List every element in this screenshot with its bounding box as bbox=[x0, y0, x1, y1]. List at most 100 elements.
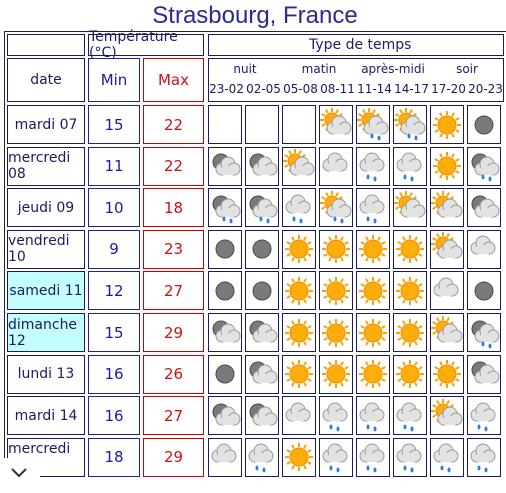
sun bbox=[289, 239, 309, 259]
cloud-part bbox=[366, 411, 378, 421]
weather-icon bbox=[211, 443, 237, 463]
weather-cell bbox=[430, 437, 464, 477]
cloud-part bbox=[222, 332, 234, 342]
sun-ray bbox=[409, 191, 413, 197]
weather-cell bbox=[356, 396, 390, 436]
sun-ray bbox=[291, 361, 295, 366]
cloud-part bbox=[333, 124, 345, 134]
sun-ray bbox=[381, 324, 386, 329]
weather-icon bbox=[396, 443, 422, 473]
rain-drop bbox=[410, 467, 414, 473]
weather-icon bbox=[320, 107, 352, 134]
sun-ray bbox=[418, 336, 423, 341]
weather-cell bbox=[282, 354, 316, 394]
sun-ray bbox=[340, 382, 344, 387]
sun-ray bbox=[397, 324, 402, 329]
sun-ray bbox=[451, 174, 455, 179]
sun-ray bbox=[395, 122, 400, 127]
date-cell: mercredi 15 bbox=[7, 437, 85, 477]
sun-ray bbox=[377, 319, 381, 325]
weather-icon bbox=[394, 190, 426, 218]
weather-icon bbox=[396, 152, 422, 182]
sun-ray bbox=[344, 324, 349, 329]
sun-ray bbox=[434, 158, 439, 162]
weather-cell bbox=[430, 146, 464, 186]
sun-ray bbox=[414, 361, 418, 366]
rain-drop bbox=[329, 465, 333, 471]
rain-drop bbox=[299, 218, 303, 224]
sun-ray bbox=[439, 132, 443, 138]
weather-icon bbox=[215, 239, 235, 259]
weather-icon bbox=[470, 235, 496, 255]
sun bbox=[289, 364, 309, 384]
sun-ray bbox=[335, 191, 339, 197]
sun-ray bbox=[451, 153, 455, 158]
weather-cell bbox=[319, 354, 353, 394]
sun-ray bbox=[323, 336, 328, 341]
weather-cell bbox=[467, 105, 501, 144]
sun-ray bbox=[409, 108, 413, 114]
time-range: 11-14 bbox=[357, 82, 392, 96]
weather-icon bbox=[431, 315, 463, 342]
max-temp: 27 bbox=[143, 396, 204, 436]
sun-ray bbox=[432, 195, 437, 200]
rain-drop bbox=[481, 174, 485, 180]
column-header: Max bbox=[143, 58, 204, 102]
sun-ray bbox=[323, 295, 328, 299]
rain-drop bbox=[222, 216, 226, 222]
sun-ray bbox=[291, 299, 295, 304]
cloud-part bbox=[440, 286, 452, 296]
weather-cell bbox=[393, 313, 427, 352]
sun-ray bbox=[286, 253, 291, 258]
cloud-part bbox=[222, 207, 234, 217]
weather-cell bbox=[393, 105, 427, 144]
sun-ray bbox=[291, 340, 295, 346]
weather-cell bbox=[467, 146, 501, 186]
sun-ray bbox=[284, 164, 289, 168]
weather-icon bbox=[359, 402, 385, 432]
sun-ray bbox=[418, 253, 423, 258]
weather-cell bbox=[467, 354, 501, 394]
rain-drop bbox=[488, 343, 492, 348]
weather-cell bbox=[282, 229, 316, 269]
weather-icon bbox=[470, 443, 496, 473]
weather-cell bbox=[430, 188, 464, 228]
weather-icon bbox=[215, 364, 235, 384]
cloud-part bbox=[292, 203, 304, 213]
sun-ray bbox=[340, 278, 344, 283]
sun-ray bbox=[365, 319, 369, 325]
sun-ray bbox=[432, 403, 437, 408]
weather-cell bbox=[319, 229, 353, 269]
cloud-part bbox=[444, 207, 456, 217]
weather-icon bbox=[396, 276, 424, 305]
rain-drop bbox=[373, 467, 377, 473]
cloud-part bbox=[444, 415, 456, 425]
sun-ray bbox=[381, 253, 386, 258]
scroll-down-button[interactable] bbox=[0, 458, 40, 489]
sun-ray bbox=[303, 278, 307, 283]
sun-ray bbox=[455, 158, 460, 162]
max-temp: 22 bbox=[143, 105, 204, 144]
weather-icon bbox=[249, 403, 278, 426]
sun-ray bbox=[344, 378, 349, 382]
weather-cell bbox=[319, 313, 353, 352]
weather-cell bbox=[430, 229, 464, 269]
sun-ray bbox=[414, 278, 418, 283]
sun-ray bbox=[377, 236, 381, 242]
weather-cell bbox=[430, 396, 464, 436]
sun-ray bbox=[307, 449, 312, 454]
rain-drop bbox=[229, 218, 233, 224]
sun-ray bbox=[402, 257, 406, 262]
weather-icon bbox=[212, 153, 241, 176]
cloud-part bbox=[370, 124, 382, 134]
sun-ray bbox=[286, 241, 291, 246]
sun-ray bbox=[303, 465, 307, 470]
weather-icon bbox=[396, 235, 424, 264]
rain-drop bbox=[336, 467, 340, 473]
sun-ray bbox=[328, 319, 332, 325]
cloud-part bbox=[259, 207, 271, 217]
column-header: date bbox=[7, 58, 85, 102]
rain-drop bbox=[292, 216, 296, 222]
weather-cell bbox=[208, 146, 242, 186]
sun-ray bbox=[286, 461, 291, 466]
